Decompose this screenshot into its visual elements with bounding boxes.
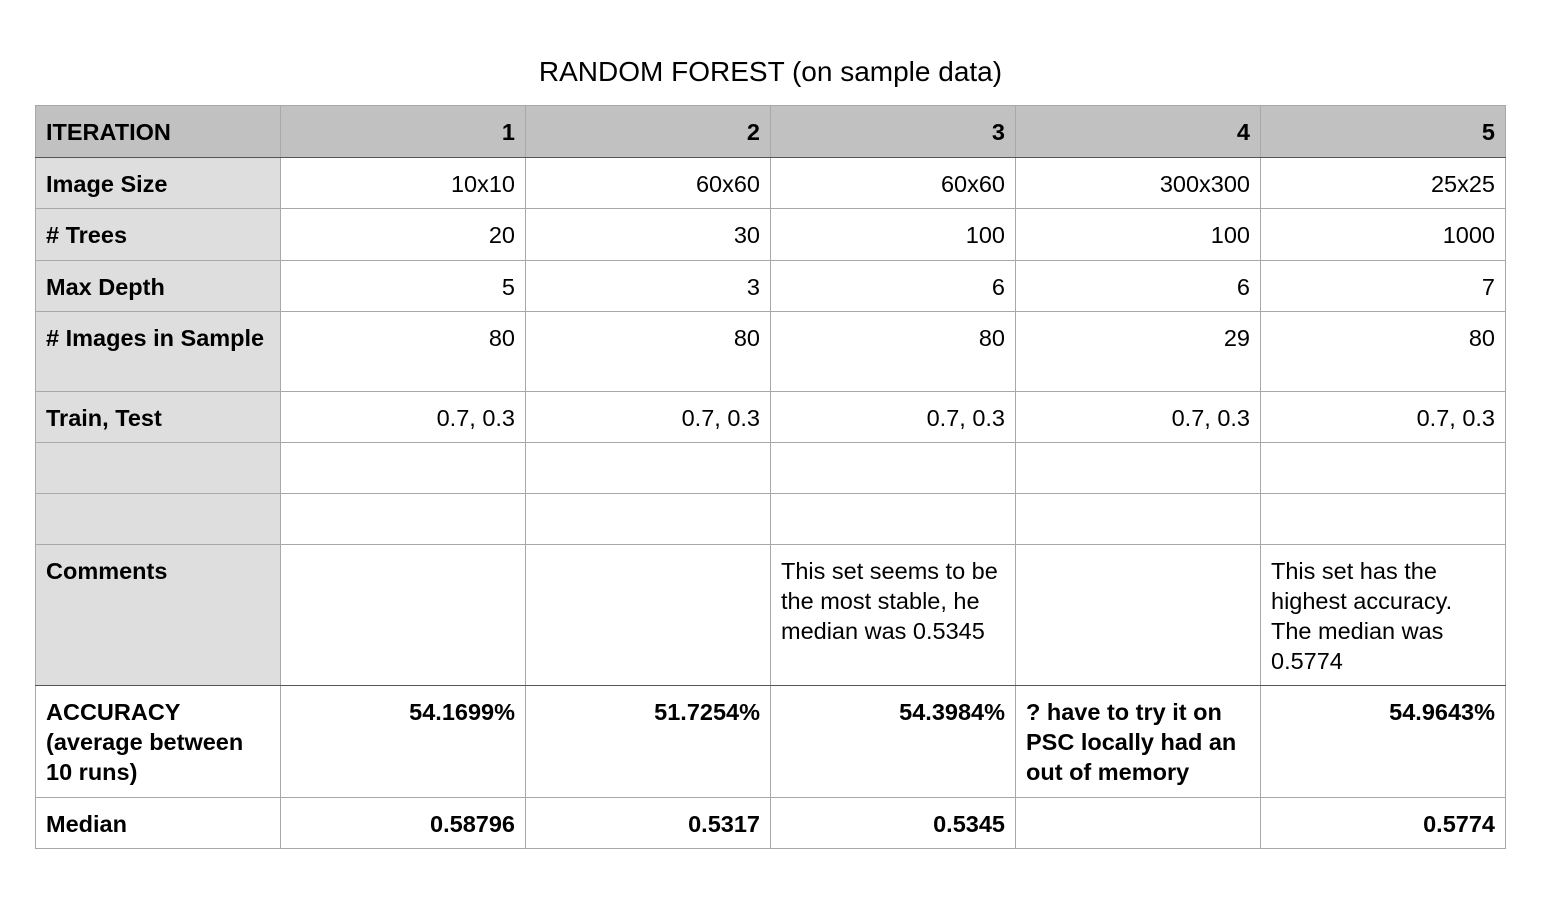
cell-empty-2-2 bbox=[525, 493, 771, 545]
cell-comments-2 bbox=[525, 544, 771, 686]
row-comments: Comments This set seems to be the most s… bbox=[35, 544, 1506, 686]
cell-accuracy-5: 54.9643% bbox=[1260, 685, 1506, 798]
cell-image-size-1: 10x10 bbox=[280, 157, 526, 209]
header-row: ITERATION 1 2 3 4 5 bbox=[35, 105, 1506, 158]
header-iteration-1: 1 bbox=[280, 105, 526, 158]
cell-empty-2-3 bbox=[770, 493, 1016, 545]
cell-empty-2-1 bbox=[280, 493, 526, 545]
cell-empty-1-1 bbox=[280, 442, 526, 494]
row-trees: # Trees 20 30 100 100 1000 bbox=[35, 208, 1506, 261]
cell-images-in-sample-2: 80 bbox=[525, 311, 771, 392]
cell-empty-1-2 bbox=[525, 442, 771, 494]
cell-images-in-sample-5: 80 bbox=[1260, 311, 1506, 392]
table-title: RANDOM FOREST (on sample data) bbox=[538, 56, 1003, 87]
cell-train-test-4: 0.7, 0.3 bbox=[1015, 391, 1261, 443]
cell-trees-5: 1000 bbox=[1260, 208, 1506, 261]
row-label-empty-2 bbox=[35, 493, 281, 545]
cell-max-depth-3: 6 bbox=[770, 260, 1016, 312]
cell-images-in-sample-4: 29 bbox=[1015, 311, 1261, 392]
cell-trees-4: 100 bbox=[1015, 208, 1261, 261]
cell-accuracy-3: 54.3984% bbox=[770, 685, 1016, 798]
row-image-size: Image Size 10x10 60x60 60x60 300x300 25x… bbox=[35, 157, 1506, 209]
row-label-accuracy: ACCURACY (average between 10 runs) bbox=[35, 685, 281, 798]
header-iteration-2: 2 bbox=[525, 105, 771, 158]
cell-empty-1-4 bbox=[1015, 442, 1261, 494]
results-table: ITERATION 1 2 3 4 5 Image Size 10x10 60x… bbox=[35, 105, 1506, 849]
row-max-depth: Max Depth 5 3 6 6 7 bbox=[35, 260, 1506, 312]
cell-empty-1-5 bbox=[1260, 442, 1506, 494]
cell-median-2: 0.5317 bbox=[525, 797, 771, 849]
cell-image-size-4: 300x300 bbox=[1015, 157, 1261, 209]
cell-empty-2-5 bbox=[1260, 493, 1506, 545]
cell-comments-5: This set has the highest accuracy. The m… bbox=[1260, 544, 1506, 686]
row-train-test: Train, Test 0.7, 0.3 0.7, 0.3 0.7, 0.3 0… bbox=[35, 391, 1506, 443]
cell-images-in-sample-1: 80 bbox=[280, 311, 526, 392]
cell-comments-3: This set seems to be the most stable, he… bbox=[770, 544, 1016, 686]
cell-max-depth-5: 7 bbox=[1260, 260, 1506, 312]
cell-trees-1: 20 bbox=[280, 208, 526, 261]
cell-trees-2: 30 bbox=[525, 208, 771, 261]
cell-accuracy-2: 51.7254% bbox=[525, 685, 771, 798]
cell-image-size-5: 25x25 bbox=[1260, 157, 1506, 209]
cell-train-test-2: 0.7, 0.3 bbox=[525, 391, 771, 443]
cell-median-4 bbox=[1015, 797, 1261, 849]
header-label-iteration: ITERATION bbox=[35, 105, 281, 158]
cell-trees-3: 100 bbox=[770, 208, 1016, 261]
cell-max-depth-4: 6 bbox=[1015, 260, 1261, 312]
cell-empty-2-4 bbox=[1015, 493, 1261, 545]
cell-comments-1 bbox=[280, 544, 526, 686]
cell-median-1: 0.58796 bbox=[280, 797, 526, 849]
row-label-trees: # Trees bbox=[35, 208, 281, 261]
cell-median-3: 0.5345 bbox=[770, 797, 1016, 849]
header-iteration-5: 5 bbox=[1260, 105, 1506, 158]
row-empty-1 bbox=[35, 442, 1506, 494]
row-label-max-depth: Max Depth bbox=[35, 260, 281, 312]
cell-image-size-2: 60x60 bbox=[525, 157, 771, 209]
row-empty-2 bbox=[35, 493, 1506, 545]
cell-train-test-3: 0.7, 0.3 bbox=[770, 391, 1016, 443]
row-label-comments: Comments bbox=[35, 544, 281, 686]
cell-image-size-3: 60x60 bbox=[770, 157, 1016, 209]
cell-max-depth-2: 3 bbox=[525, 260, 771, 312]
cell-max-depth-1: 5 bbox=[280, 260, 526, 312]
row-label-images-in-sample: # Images in Sample bbox=[35, 311, 281, 392]
header-iteration-3: 3 bbox=[770, 105, 1016, 158]
row-images-in-sample: # Images in Sample 80 80 80 29 80 bbox=[35, 311, 1506, 392]
cell-median-5: 0.5774 bbox=[1260, 797, 1506, 849]
row-label-median: Median bbox=[35, 797, 281, 849]
row-median: Median 0.58796 0.5317 0.5345 0.5774 bbox=[35, 797, 1506, 849]
cell-train-test-1: 0.7, 0.3 bbox=[280, 391, 526, 443]
row-label-image-size: Image Size bbox=[35, 157, 281, 209]
cell-accuracy-1: 54.1699% bbox=[280, 685, 526, 798]
row-label-train-test: Train, Test bbox=[35, 391, 281, 443]
row-label-empty-1 bbox=[35, 442, 281, 494]
cell-train-test-5: 0.7, 0.3 bbox=[1260, 391, 1506, 443]
cell-images-in-sample-3: 80 bbox=[770, 311, 1016, 392]
cell-comments-4 bbox=[1015, 544, 1261, 686]
row-accuracy: ACCURACY (average between 10 runs) 54.16… bbox=[35, 685, 1506, 798]
cell-empty-1-3 bbox=[770, 442, 1016, 494]
header-iteration-4: 4 bbox=[1015, 105, 1261, 158]
cell-accuracy-4: ? have to try it on PSC locally had an o… bbox=[1015, 685, 1261, 798]
